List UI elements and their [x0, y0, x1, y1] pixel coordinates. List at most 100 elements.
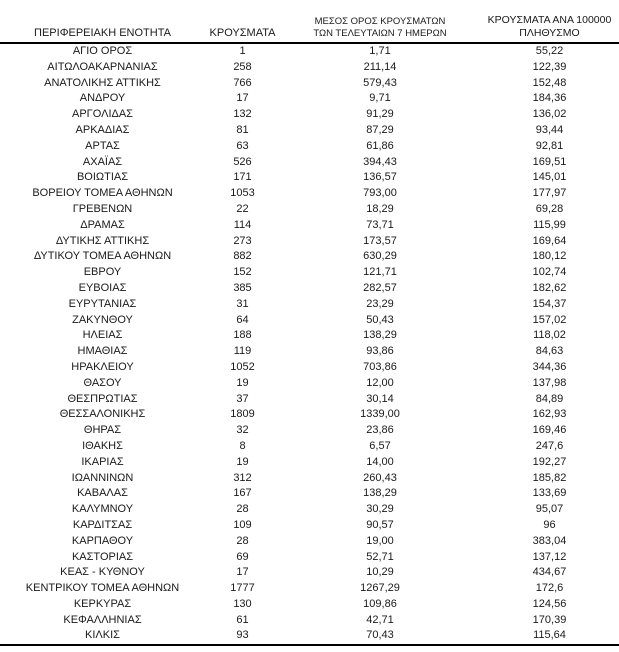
cases-cell: 1777: [230, 582, 255, 595]
region-cell: ΚΑΒΑΛΑΣ: [77, 487, 128, 500]
region-cell: ΔΡΑΜΑΣ: [80, 218, 125, 231]
cases-cell: 19: [236, 376, 249, 389]
region-cell: ΒΟΙΩΤΙΑΣ: [76, 171, 129, 184]
col-header-region: ΠΕΡΙΦΕΡΕΙΑΚΗ ΕΝΟΤΗΤΑ: [34, 27, 171, 39]
per100k-cell: 92,81: [535, 139, 564, 152]
avg7-cell: 19,00: [366, 534, 394, 547]
region-cell: ΙΚΑΡΙΑΣ: [81, 455, 124, 468]
cases-cell: 37: [236, 392, 249, 405]
per100k-cell: 136,02: [532, 108, 567, 121]
region-cell: ΑΡΚΑΔΙΑΣ: [75, 123, 130, 136]
region-cell: ΗΡΑΚΛΕΙΟΥ: [71, 360, 134, 373]
cases-cell: 273: [233, 234, 252, 247]
avg7-cell: 30,14: [366, 392, 394, 405]
region-cell: ΘΕΣΠΡΩΤΙΑΣ: [67, 392, 138, 405]
cases-cell: 152: [233, 266, 252, 279]
per100k-cell: 84,89: [535, 392, 564, 405]
table-row: ΑΡΤΑΣ 63 61,86 92,81: [0, 139, 619, 155]
table-row: ΑΡΚΑΔΙΑΣ 81 87,29 93,44: [0, 123, 619, 139]
region-cell: ΚΕΦΑΛΛΗΝΙΑΣ: [63, 613, 142, 626]
table-header: ΠΕΡΙΦΕΡΕΙΑΚΗ ΕΝΟΤΗΤΑ ΚΡΟΥΣΜΑΤΑ ΜΕΣΟΣ ΟΡΟ…: [0, 0, 619, 43]
table-row: ΚΑΒΑΛΑΣ 167 138,29 133,69: [0, 486, 619, 502]
avg7-cell: 42,71: [366, 613, 394, 626]
region-cell: ΚΕΝΤΡΙΚΟΥ ΤΟΜΕΑ ΑΘΗΝΩΝ: [25, 582, 180, 595]
table-row: ΔΥΤΙΚΟΥ ΤΟΜΕΑ ΑΘΗΝΩΝ 882 630,29 180,12: [0, 249, 619, 265]
avg7-cell: 1,71: [369, 45, 391, 57]
avg7-cell: 630,29: [363, 250, 397, 263]
region-cell: ΚΑΡΔΙΤΣΑΣ: [72, 518, 133, 531]
cases-cell: 69: [236, 550, 249, 563]
region-cell: ΚΙΛΚΙΣ: [85, 629, 120, 642]
avg7-cell: 61,86: [366, 139, 394, 152]
per100k-cell: 95,07: [535, 503, 564, 516]
avg7-cell: 9,71: [369, 92, 391, 105]
region-cell: ΙΩΑΝΝΙΝΩΝ: [71, 471, 134, 484]
cases-cell: 766: [233, 76, 252, 89]
cases-cell: 171: [233, 171, 252, 184]
table-row: ΚΕΑΣ - ΚΥΘΝΟΥ 17 10,29 434,67: [0, 565, 619, 581]
region-cell: ΘΕΣΣΑΛΟΝΙΚΗΣ: [59, 408, 146, 421]
per100k-cell: 344,36: [532, 360, 567, 373]
table-row: ΕΥΡΥΤΑΝΙΑΣ 31 23,29 154,37: [0, 297, 619, 313]
table-row: ΗΜΑΘΙΑΣ 119 93,86 84,63: [0, 344, 619, 360]
table-row: ΗΡΑΚΛΕΙΟΥ 1052 703,86 344,36: [0, 360, 619, 376]
per100k-cell: 177,97: [532, 187, 567, 200]
region-cell: ΘΗΡΑΣ: [83, 424, 122, 437]
per100k-cell: 145,01: [532, 171, 567, 184]
cases-cell: 93: [236, 629, 249, 642]
per100k-cell: 185,82: [532, 471, 567, 484]
col-header-7day-average-line2: ΤΩΝ ΤΕΛΕΥΤΑΙΩΝ 7 ΗΜΕΡΩΝ: [313, 28, 447, 39]
table-row: ΚΙΛΚΙΣ 93 70,43 115,64: [0, 628, 619, 645]
avg7-cell: 793,00: [363, 187, 397, 200]
col-header-per-100000-line1: ΚΡΟΥΣΜΑΤΑ ΑΝΑ 100000: [487, 14, 612, 26]
avg7-cell: 52,71: [366, 550, 394, 563]
region-cell: ΑΝΔΡΟΥ: [79, 92, 126, 105]
per100k-cell: 137,98: [532, 376, 567, 389]
cases-cell: 17: [236, 566, 249, 579]
header-row: ΠΕΡΙΦΕΡΕΙΑΚΗ ΕΝΟΤΗΤΑ ΚΡΟΥΣΜΑΤΑ ΜΕΣΟΣ ΟΡΟ…: [0, 0, 619, 43]
table-row: ΘΑΣΟΥ 19 12,00 137,98: [0, 376, 619, 392]
avg7-cell: 703,86: [363, 360, 397, 373]
cases-cell: 1053: [230, 187, 255, 200]
cases-cell: 258: [233, 60, 252, 73]
region-cell: ΑΓΙΟ ΟΡΟΣ: [72, 45, 133, 57]
table-row: ΚΕΡΚΥΡΑΣ 130 109,86 124,56: [0, 597, 619, 613]
region-cell: ΔΥΤΙΚΗΣ ΑΤΤΙΚΗΣ: [55, 234, 150, 247]
avg7-cell: 109,86: [363, 597, 397, 610]
region-cell: ΙΘΑΚΗΣ: [82, 439, 123, 452]
cases-cell: 61: [236, 613, 249, 626]
region-cell: ΓΡΕΒΕΝΩΝ: [72, 202, 133, 215]
col-header-per-100000-line2: ΠΛΗΘΥΣΜΟ: [519, 27, 580, 39]
avg7-cell: 30,29: [366, 503, 394, 516]
cases-cell: 526: [233, 155, 252, 168]
table-row: ΚΕΦΑΛΛΗΝΙΑΣ 61 42,71 170,39: [0, 613, 619, 629]
table-row: ΙΘΑΚΗΣ 8 6,57 247,6: [0, 439, 619, 455]
per100k-cell: 182,62: [532, 281, 567, 294]
cases-cell: 114: [233, 218, 252, 231]
region-cell: ΗΛΕΙΑΣ: [82, 329, 123, 342]
avg7-cell: 73,71: [366, 218, 394, 231]
per100k-cell: 169,51: [532, 155, 567, 168]
per100k-cell: 247,6: [535, 439, 564, 452]
per100k-cell: 434,67: [532, 566, 567, 579]
table-row: ΙΩΑΝΝΙΝΩΝ 312 260,43 185,82: [0, 471, 619, 487]
per100k-cell: 157,02: [532, 313, 567, 326]
per100k-cell: 152,48: [532, 76, 567, 89]
region-cell: ΘΑΣΟΥ: [83, 376, 122, 389]
table-row: ΗΛΕΙΑΣ 188 138,29 118,02: [0, 328, 619, 344]
per100k-cell: 169,64: [532, 234, 567, 247]
table-row: ΑΧΑΪΑΣ 526 394,43 169,51: [0, 155, 619, 171]
cases-cell: 119: [233, 345, 252, 358]
region-cell: ΑΡΓΟΛΙΔΑΣ: [72, 108, 133, 121]
avg7-cell: 91,29: [366, 108, 394, 121]
avg7-cell: 50,43: [366, 313, 394, 326]
table-row: ΑΓΙΟ ΟΡΟΣ 1 1,71 55,22: [0, 43, 619, 60]
per100k-cell: 154,37: [532, 297, 567, 310]
col-header-cases: ΚΡΟΥΣΜΑΤΑ: [209, 27, 276, 39]
avg7-cell: 394,43: [363, 155, 397, 168]
region-cell: ΚΑΡΠΑΘΟΥ: [71, 534, 134, 547]
table-row: ΕΥΒΟΙΑΣ 385 282,57 182,62: [0, 281, 619, 297]
per100k-cell: 84,63: [535, 345, 564, 358]
table-row: ΕΒΡΟΥ 152 121,71 102,74: [0, 265, 619, 281]
